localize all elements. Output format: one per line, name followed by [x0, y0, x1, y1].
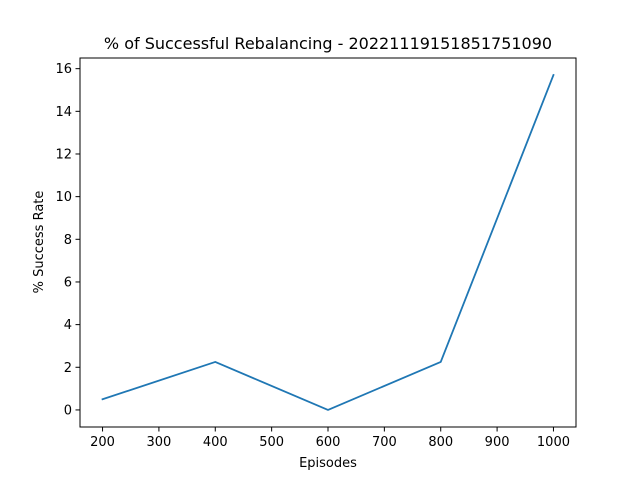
x-axis-label: Episodes	[299, 456, 357, 471]
x-tick-label: 900	[485, 435, 510, 450]
y-axis: 0 2 4 6 8 10 12 14 16	[55, 62, 80, 418]
series-layer	[101, 73, 555, 411]
x-tick-label: 800	[428, 435, 453, 450]
x-tick-label: 200	[90, 435, 115, 450]
y-tick-label: 10	[55, 190, 72, 205]
y-tick-label: 6	[64, 275, 72, 290]
y-tick-label: 12	[55, 147, 72, 162]
chart-title: % of Successful Rebalancing - 2022111915…	[104, 34, 552, 53]
x-tick-label: 700	[372, 435, 397, 450]
x-tick-label: 1000	[537, 435, 570, 450]
y-tick-label: 0	[64, 403, 72, 418]
y-tick-label: 8	[64, 233, 72, 248]
x-tick-label: 600	[316, 435, 341, 450]
y-tick-label: 14	[55, 105, 72, 120]
y-axis-label: % Success Rate	[32, 191, 47, 294]
x-tick-label: 400	[203, 435, 228, 450]
series-line	[101, 73, 555, 411]
y-tick-label: 4	[64, 318, 72, 333]
x-tick-label: 500	[259, 435, 284, 450]
x-tick-label: 300	[146, 435, 171, 450]
y-tick-label: 2	[64, 361, 72, 376]
y-tick-label: 16	[55, 62, 72, 77]
x-axis: 200 300 400 500 600 700 800 900 1000	[90, 427, 570, 450]
